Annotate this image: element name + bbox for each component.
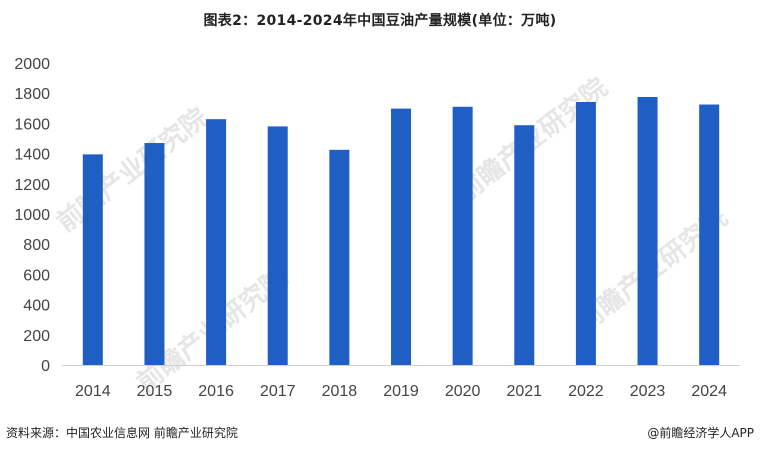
y-tick-label: 1000 [14,207,50,224]
y-tick-label: 1200 [14,177,50,194]
bar-2015 [144,143,165,365]
bar-2019 [391,108,411,366]
y-tick-label: 1800 [14,86,50,103]
y-tick-label: 200 [23,328,50,345]
x-tick-label: 2018 [322,383,358,400]
y-tick-label: 800 [23,237,50,254]
bar-2023 [637,96,658,365]
bar-2021 [514,125,535,365]
y-tick-label: 0 [41,358,50,375]
bar-2014 [82,154,103,365]
x-tick-label: 2020 [445,383,481,400]
x-tick-label: 2021 [506,383,542,400]
bar-2022 [575,101,596,365]
bar-2020 [452,106,473,365]
bar-2018 [329,149,350,365]
y-tick-label: 400 [23,298,50,315]
y-tick-label: 2000 [14,56,50,73]
x-tick-label: 2016 [198,383,234,400]
y-tick-label: 1600 [14,116,50,133]
chart-title: 图表2：2014-2024年中国豆油产量规模(单位：万吨) [203,13,557,29]
x-tick-label: 2015 [137,383,173,400]
x-tick-label: 2022 [568,383,604,400]
x-tick-label: 2014 [75,383,111,400]
x-tick-label: 2017 [260,383,296,400]
source-note: 资料来源：中国农业信息网 前瞻产业研究院 [6,426,238,440]
bar-2016 [206,119,227,365]
x-tick-label: 2024 [691,383,727,400]
y-tick-label: 600 [23,267,50,284]
x-tick-label: 2023 [630,383,666,400]
credit-note: @前瞻经济学人APP [647,426,754,440]
bar-2017 [267,126,288,365]
x-tick-label: 2019 [383,383,419,400]
bar-2024 [699,104,720,366]
y-tick-label: 1400 [14,147,50,164]
